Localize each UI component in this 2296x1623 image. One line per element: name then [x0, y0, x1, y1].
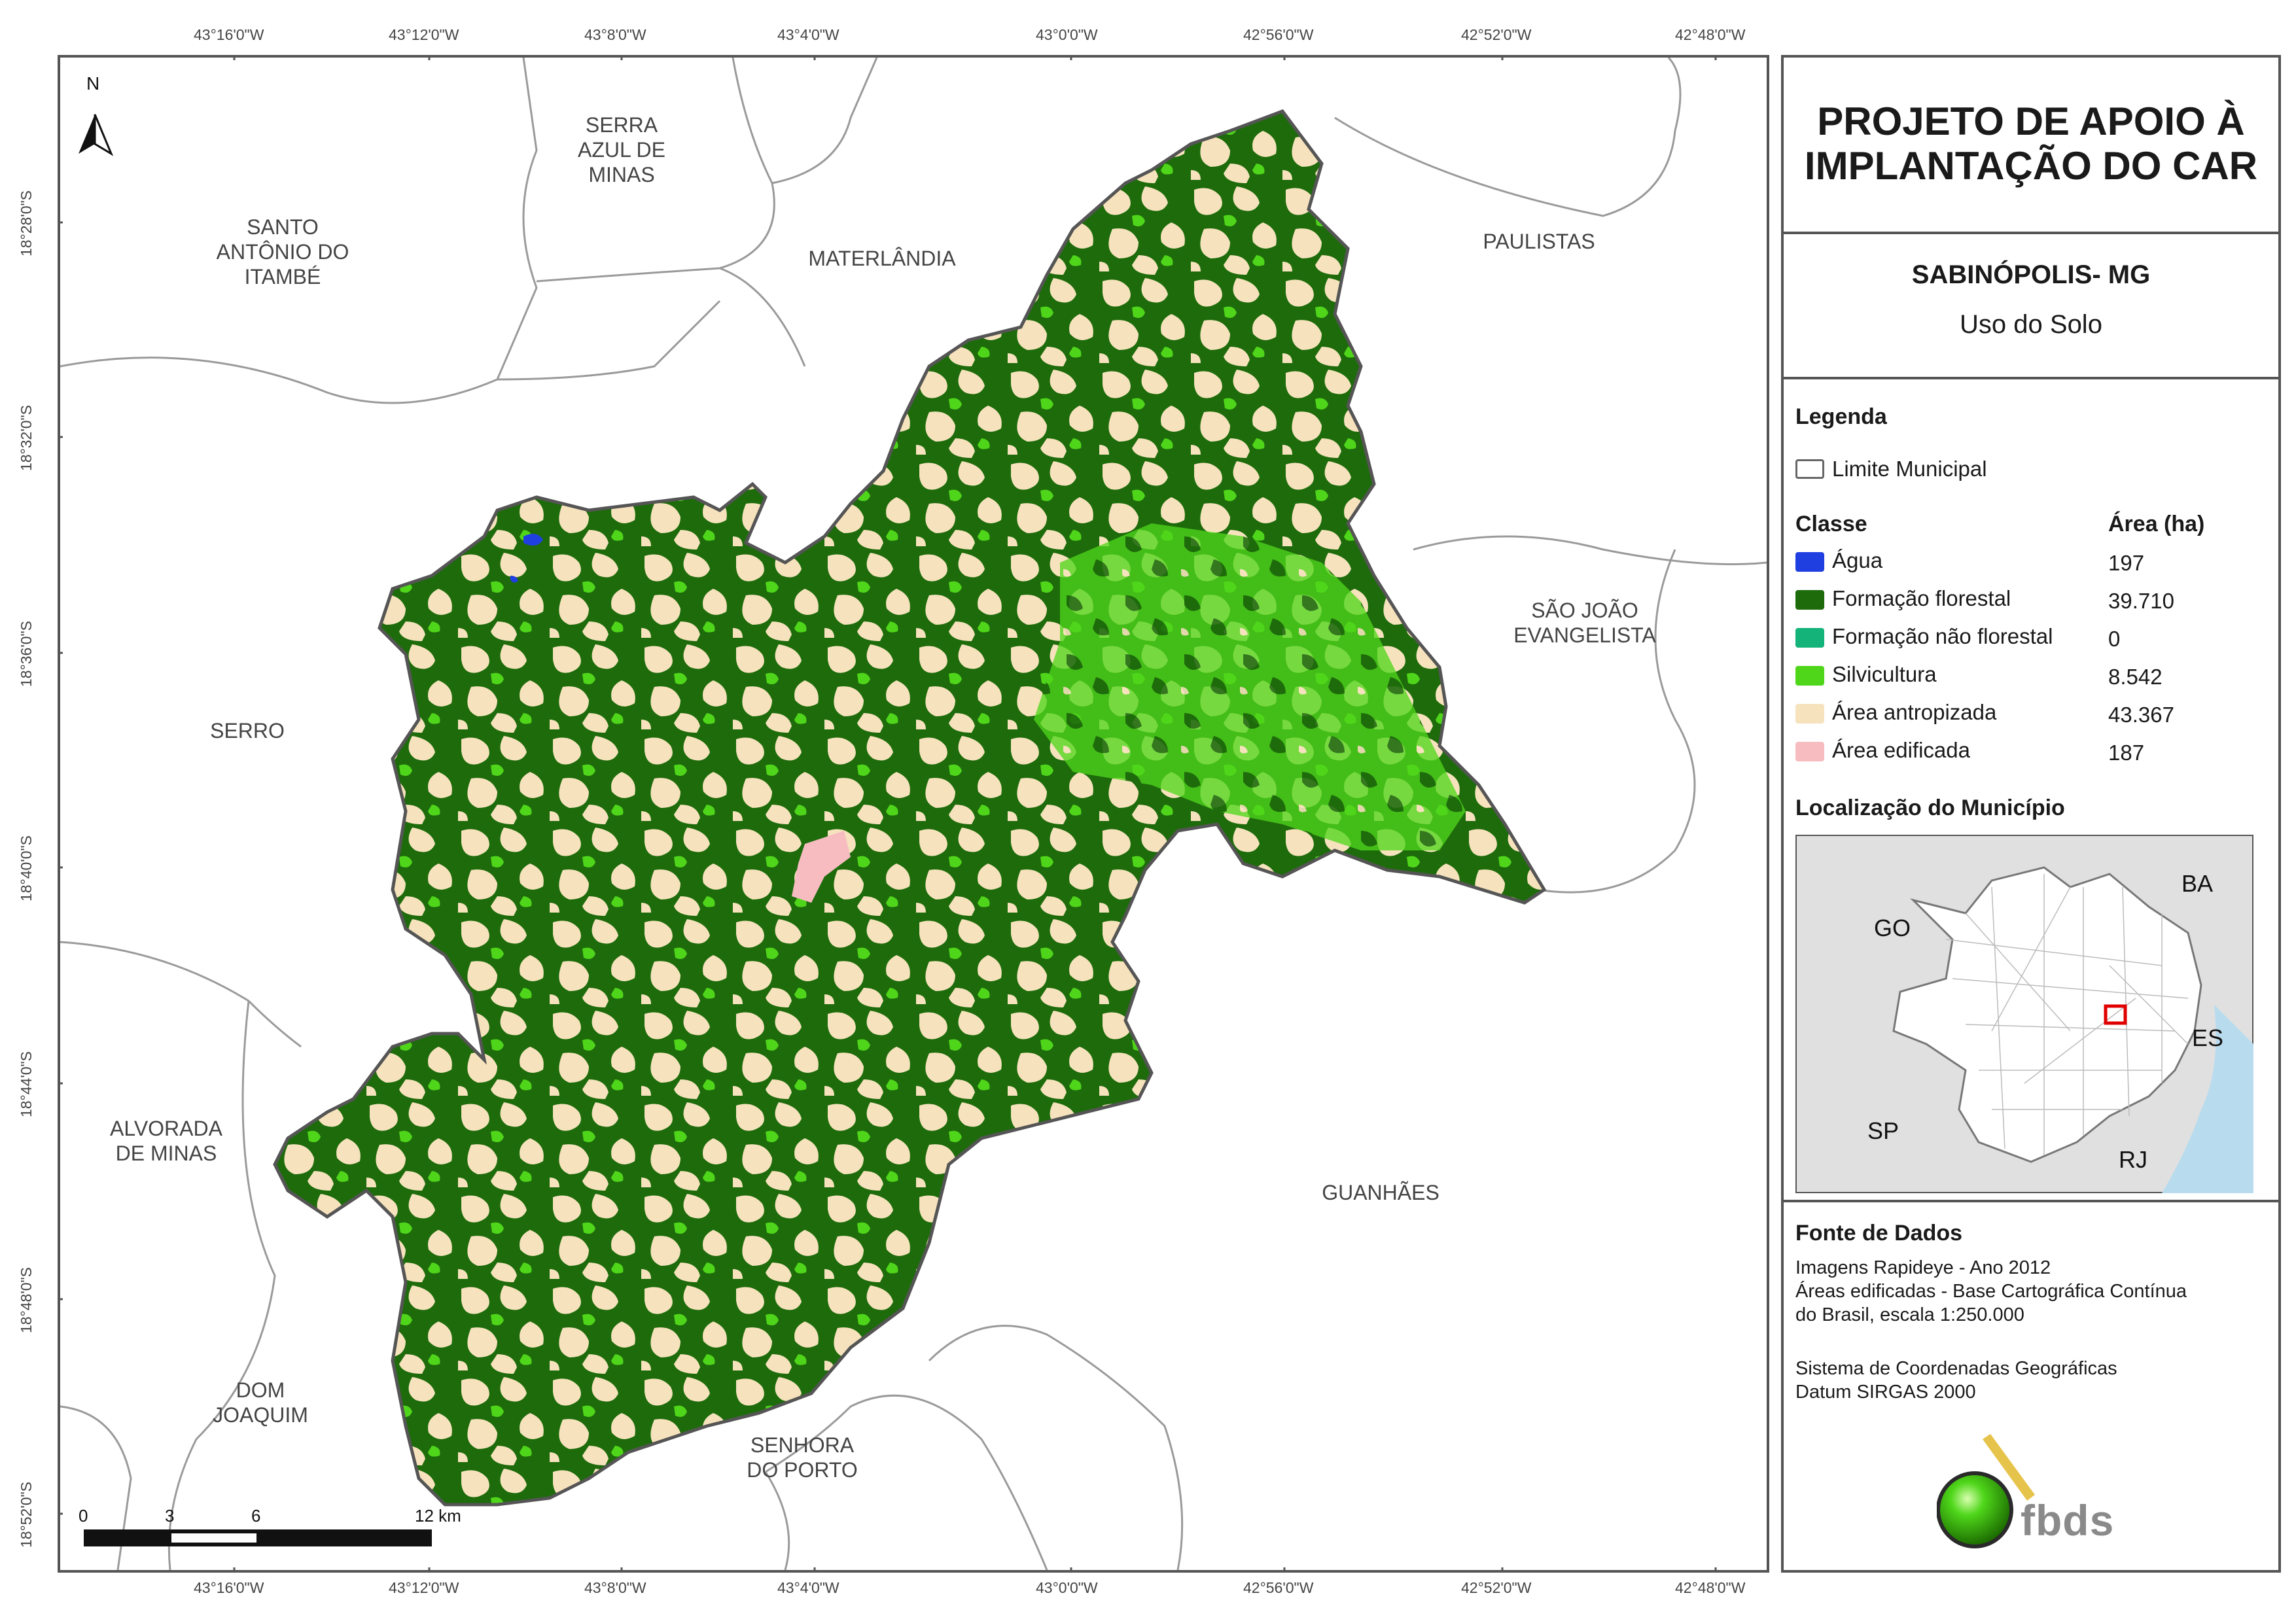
legend-class-area: 197: [2108, 551, 2145, 575]
lon-tick-top: 43°0'0"W: [1036, 26, 1098, 43]
source-line: Áreas edificadas - Base Cartográfica Con…: [1795, 1281, 2187, 1302]
divider: [1781, 1200, 2281, 1202]
lat-tick: 18°44'0"S: [18, 1051, 35, 1118]
municipality-label-alvorada: ALVORADA DE MINAS: [110, 1117, 222, 1165]
map-theme: Uso do Solo: [1960, 310, 2102, 339]
limit-label: Limite Municipal: [1832, 457, 1987, 481]
legend-swatch: [1795, 590, 1824, 610]
source-line: do Brasil, escala 1:250.000: [1795, 1304, 2024, 1325]
state-label-go: GO: [1874, 915, 1911, 941]
lat-tick: 18°28'0"S: [18, 190, 35, 257]
legend-class-label: Formação não florestal: [1832, 624, 2053, 648]
lon-tick-bottom: 42°52'0"W: [1461, 1579, 1532, 1596]
municipality-label-dom-joaquim: DOM JOAQUIM: [213, 1378, 308, 1427]
lat-tick: 18°52'0"S: [18, 1481, 35, 1548]
state-label-sp: SP: [1867, 1117, 1899, 1144]
legend-class-area: 43.367: [2108, 703, 2174, 727]
scale-label: 3: [165, 1506, 175, 1526]
municipality-label-serra-azul: SERRA AZUL DE MINAS: [578, 113, 665, 186]
lon-tick-top: 42°56'0"W: [1243, 26, 1314, 43]
legend-class-area: 187: [2108, 741, 2145, 765]
area-heading: Área (ha): [2108, 512, 2205, 536]
legend-heading: Legenda: [1795, 404, 1887, 429]
class-heading: Classe: [1795, 512, 1867, 536]
state-label-ba: BA: [2181, 870, 2214, 897]
lon-tick-bottom: 42°56'0"W: [1243, 1579, 1314, 1596]
legend-class-label: Água: [1832, 548, 1883, 572]
legend-class-area: 39.710: [2108, 589, 2174, 613]
lat-tick: 18°48'0"S: [18, 1266, 35, 1334]
legend-class-label: Área antropizada: [1832, 700, 1997, 724]
legend-class-label: Área edificada: [1832, 738, 1970, 762]
municipality-label-senhora-porto: SENHORA DO PORTO: [747, 1433, 858, 1482]
scale-bar: [84, 1529, 432, 1546]
location-inset-map: [1795, 835, 2253, 1193]
fbds-logo-icon: [1937, 1434, 2035, 1548]
divider: [1781, 232, 2281, 234]
state-label-rj: RJ: [2119, 1146, 2147, 1173]
lon-tick-top: 42°52'0"W: [1461, 26, 1532, 43]
state-label-es: ES: [2192, 1024, 2224, 1051]
municipality-label-santo-antonio: SANTO ANTÔNIO DO ITAMBÉ: [216, 215, 349, 288]
municipality-label-serro: SERRO: [210, 719, 285, 742]
map-frame: [58, 55, 1769, 1573]
legend-swatch: [1795, 742, 1824, 761]
lat-tick: 18°40'0"S: [18, 835, 35, 902]
lon-tick-bottom: 43°0'0"W: [1036, 1579, 1098, 1596]
graticule-ticks: [60, 58, 1717, 1570]
source-line: Sistema de Coordenadas Geográficas: [1795, 1358, 2117, 1379]
sources-heading: Fonte de Dados: [1795, 1221, 1963, 1246]
municipality-label-paulistas: PAULISTAS: [1483, 230, 1595, 253]
limit-swatch: [1795, 459, 1824, 479]
lon-tick-bottom: 43°4'0"W: [777, 1579, 839, 1596]
scale-label: 6: [251, 1506, 261, 1526]
map-canvas: [60, 58, 1767, 1570]
municipality-label-materlandia: MATERLÂNDIA: [808, 247, 956, 270]
lon-tick-bottom: 42°48'0"W: [1675, 1579, 1746, 1596]
lat-tick: 18°36'0"S: [18, 620, 35, 688]
scale-label: 0: [79, 1506, 88, 1526]
legend-swatch: [1795, 704, 1824, 724]
municipality-title: SABINÓPOLIS- MG: [1911, 260, 2151, 289]
legend-class-area: 0: [2108, 627, 2121, 651]
lat-tick: 18°32'0"S: [18, 404, 35, 472]
sabinopolis-landuse: [273, 109, 1547, 1507]
scale-label: 12 km: [415, 1506, 461, 1526]
lon-tick-bottom: 43°12'0"W: [389, 1579, 459, 1596]
divider: [1781, 377, 2281, 379]
legend-swatch: [1795, 628, 1824, 648]
lon-tick-top: 43°8'0"W: [584, 26, 646, 43]
source-line: Imagens Rapideye - Ano 2012: [1795, 1257, 2051, 1278]
municipal-boundaries: [60, 58, 1767, 1570]
municipality-label-guanhaes: GUANHÃES: [1322, 1181, 1439, 1204]
north-label: N: [86, 73, 100, 94]
legend-class-area: 8.542: [2108, 665, 2163, 689]
legend-swatch: [1795, 666, 1824, 686]
municipality-label-sao-joao: SÃO JOÃO EVANGELISTA: [1513, 599, 1656, 647]
legend-class-label: Formação florestal: [1832, 586, 2011, 610]
lon-tick-top: 42°48'0"W: [1675, 26, 1746, 43]
logo-text: fbds: [2021, 1496, 2115, 1544]
north-arrow-icon: [79, 114, 114, 156]
lon-tick-bottom: 43°16'0"W: [194, 1579, 264, 1596]
lon-tick-top: 43°16'0"W: [194, 26, 264, 43]
lon-tick-top: 43°12'0"W: [389, 26, 459, 43]
lon-tick-bottom: 43°8'0"W: [584, 1579, 646, 1596]
source-line: Datum SIRGAS 2000: [1795, 1382, 1976, 1403]
legend-class-label: Silvicultura: [1832, 662, 1937, 686]
lon-tick-top: 43°4'0"W: [777, 26, 839, 43]
location-heading: Localização do Município: [1795, 795, 2065, 820]
legend-swatch: [1795, 552, 1824, 572]
panel-title: PROJETO DE APOIO À IMPLANTAÇÃO DO CAR: [1804, 99, 2258, 188]
panel-frame: [1781, 55, 2281, 1573]
